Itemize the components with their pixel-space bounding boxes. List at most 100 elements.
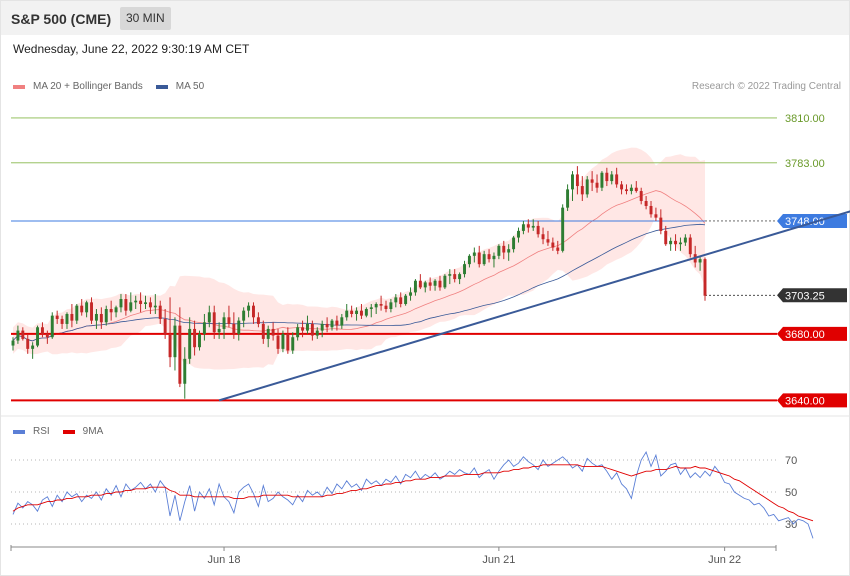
candle-body [629, 187, 633, 192]
support-1-tag [777, 326, 847, 341]
rsi-tick-label: 50 [785, 487, 797, 499]
rsi-tick-label: 30 [785, 519, 797, 531]
candle-body [649, 205, 653, 215]
candle-body [423, 282, 427, 288]
candle-body [212, 312, 216, 333]
candle-body [512, 237, 516, 250]
candle-body [507, 249, 511, 253]
candle-body [659, 217, 663, 231]
candle-body [639, 191, 643, 202]
candle-body [21, 330, 25, 339]
candle-body [384, 305, 388, 309]
candle-body [698, 259, 702, 263]
candle-body [325, 323, 329, 328]
main-legend: MA 20 + Bollinger Bands MA 50 [13, 81, 204, 92]
candle-body [55, 315, 59, 319]
candle-body [404, 295, 408, 305]
candle-body [369, 307, 373, 309]
candle-body [276, 335, 280, 349]
candle-body [453, 274, 457, 280]
candle-body [413, 280, 417, 293]
candle-body [315, 330, 319, 336]
candle-body [600, 172, 604, 188]
candle-body [173, 325, 177, 358]
candle-body [517, 230, 520, 238]
candle-body [94, 313, 98, 321]
candle-body [571, 174, 574, 190]
candle-body [595, 182, 599, 188]
candle-body [178, 325, 182, 384]
candle-body [477, 252, 481, 265]
candle-body [163, 318, 167, 334]
x-tick-label: Jun 21 [482, 554, 515, 566]
candles [11, 166, 707, 399]
candle-body [536, 225, 540, 235]
candle-body [379, 304, 383, 306]
candle-body [202, 322, 206, 334]
candle-body [566, 189, 570, 208]
candle-body [129, 302, 133, 311]
candle-body [80, 305, 84, 313]
candle-body [669, 240, 673, 245]
resistance-2-label: 3810.00 [785, 113, 825, 125]
candle-body [36, 327, 40, 346]
candle-body [634, 187, 638, 192]
candle-body [45, 333, 49, 338]
candle-body [359, 310, 363, 316]
candle-body [237, 320, 241, 334]
candle-body [605, 172, 609, 182]
candle-body [75, 305, 79, 321]
candle-body [620, 184, 624, 190]
rsi-ma-line [12, 464, 814, 522]
candle-body [654, 214, 658, 218]
candle-body [256, 317, 260, 324]
candle-body [310, 323, 314, 336]
bollinger-band [13, 147, 705, 370]
ma50-legend-label: MA 50 [175, 81, 205, 92]
candle-body [252, 305, 255, 318]
candle-body [26, 338, 30, 349]
rsi-tick-label: 70 [785, 455, 797, 467]
candle-body [428, 282, 432, 286]
candle-body [134, 300, 138, 303]
instrument-title: S&P 500 (CME) [11, 11, 112, 27]
candle-body [188, 328, 192, 359]
candle-body [409, 292, 412, 296]
candle-body [345, 310, 349, 318]
candle-body [330, 320, 334, 328]
candle-body [374, 304, 378, 308]
support-2-tag [777, 393, 847, 408]
candle-body [556, 247, 560, 251]
candle-body [70, 313, 74, 321]
candle-body [521, 224, 525, 231]
candle-body [703, 259, 707, 296]
candle-body [683, 237, 687, 243]
candle-body [153, 305, 157, 308]
candle-body [261, 323, 265, 339]
candle-body [139, 300, 143, 305]
candle-body [561, 207, 565, 251]
candle-body [232, 323, 236, 334]
candle-body [585, 179, 589, 195]
candle-body [198, 333, 201, 348]
candle-body [399, 297, 403, 305]
candle-body [114, 307, 118, 313]
candle-body [124, 299, 128, 311]
candle-body [625, 189, 628, 192]
candle-body [296, 327, 300, 338]
candle-body [148, 302, 152, 308]
candle-body [433, 280, 437, 286]
candle-body [644, 201, 648, 206]
candle-body [674, 240, 678, 245]
ma50-line [12, 223, 706, 342]
timeframe-badge[interactable]: 30 MIN [120, 7, 171, 30]
x-tick-label: Jun 22 [708, 554, 741, 566]
candle-body [16, 330, 20, 341]
candle-body [291, 337, 295, 351]
support-2-label: 3640.00 [785, 395, 825, 407]
resistance-1-label: 3783.00 [785, 158, 825, 170]
candle-body [60, 318, 64, 324]
candle-body [281, 333, 285, 349]
candle-body [664, 230, 668, 245]
